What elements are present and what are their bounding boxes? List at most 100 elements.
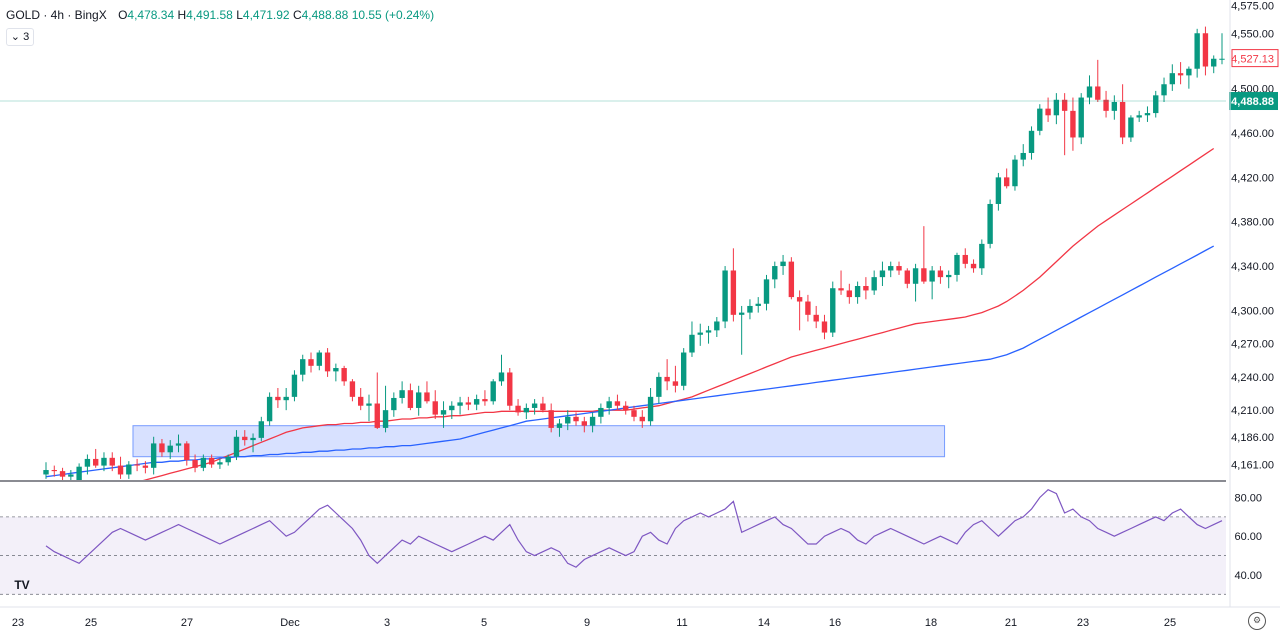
candle-body <box>738 312 745 315</box>
candle <box>821 314 828 340</box>
candle-body <box>258 421 265 438</box>
indicators-toggle-button[interactable]: ⌄ 3 <box>6 28 34 46</box>
candle-body <box>308 359 314 366</box>
candle-body <box>1020 152 1026 160</box>
candle-body <box>838 288 844 291</box>
price-axis-label: 4,186.00 <box>1231 432 1274 444</box>
candle-body <box>639 416 645 422</box>
high-prefix: H <box>177 8 187 22</box>
candle-body <box>581 421 588 426</box>
candle-body <box>863 286 869 291</box>
candle <box>1103 90 1109 118</box>
candle-body <box>200 457 207 468</box>
candle <box>1070 97 1076 151</box>
candle-body <box>1103 99 1109 111</box>
current-price-tag <box>1231 49 1279 68</box>
candle <box>697 323 703 346</box>
candle-body <box>507 372 513 406</box>
candle <box>796 290 803 331</box>
candle <box>1177 62 1184 85</box>
candle <box>366 394 372 422</box>
candle <box>598 403 604 424</box>
candle <box>192 454 198 473</box>
price-axis-label: 4,300.00 <box>1231 305 1274 317</box>
candle <box>43 462 49 479</box>
candle <box>979 239 985 275</box>
candle <box>540 396 546 413</box>
candle-body <box>349 381 356 397</box>
candle-body <box>1070 110 1076 138</box>
candle-body <box>1095 86 1101 100</box>
candle-body <box>1037 108 1043 131</box>
candle-body <box>333 368 339 372</box>
candle-body <box>755 303 761 306</box>
candle-body <box>854 286 861 298</box>
candle-body <box>846 290 853 298</box>
symbol-title[interactable]: GOLD · 4h · BingX <box>6 8 107 22</box>
candle-body <box>921 268 927 282</box>
rsi-layer <box>0 488 1226 595</box>
candle <box>912 263 919 302</box>
candle-body <box>84 458 91 467</box>
candle-body <box>722 270 728 322</box>
candle <box>639 410 645 428</box>
candle-body <box>1161 84 1167 96</box>
candle-body <box>821 321 828 333</box>
candle-body <box>324 352 331 372</box>
candle-body <box>937 270 944 278</box>
candle <box>200 454 207 472</box>
rsi-axis-label: 40.00 <box>1234 570 1262 582</box>
candle-body <box>689 334 695 353</box>
rsi-axis-label: 80.00 <box>1234 492 1262 504</box>
candle <box>1020 144 1026 167</box>
candle-body <box>1136 115 1142 118</box>
candle <box>167 440 173 459</box>
tradingview-logo[interactable]: TV <box>14 578 30 592</box>
candle-body <box>225 456 231 463</box>
candle-body <box>43 470 49 475</box>
close-prefix: C <box>292 8 302 22</box>
candle-body <box>341 368 347 382</box>
candle <box>523 403 530 420</box>
candle-body <box>747 305 753 313</box>
price-axis-label: 4,240.00 <box>1231 372 1274 384</box>
candle-body <box>51 470 57 472</box>
candle <box>813 305 819 329</box>
rsi-line <box>45 488 1223 568</box>
candle <box>283 387 289 411</box>
candle-body <box>407 390 414 408</box>
candle-body <box>432 401 438 415</box>
price-axis-label: 4,340.00 <box>1231 261 1274 273</box>
candle <box>1202 26 1209 76</box>
time-axis-label: 16 <box>829 617 841 629</box>
candle-body <box>730 270 737 315</box>
candle <box>1119 84 1126 145</box>
gear-icon[interactable]: ⚙ <box>1248 612 1266 630</box>
candle <box>738 305 745 355</box>
candle-body <box>233 436 240 457</box>
candle-body <box>1186 68 1192 76</box>
candle <box>217 458 223 469</box>
candle-body <box>68 474 74 477</box>
candle <box>507 368 513 411</box>
candle <box>614 394 621 411</box>
candle <box>1078 93 1084 145</box>
candle <box>1128 115 1134 142</box>
candle <box>324 348 331 377</box>
candle <box>233 430 240 461</box>
price-axis-label: 4,380.00 <box>1231 217 1274 229</box>
candle <box>896 261 902 275</box>
candle <box>101 452 107 472</box>
candle-body <box>208 457 215 465</box>
time-axis-label: 18 <box>925 617 937 629</box>
candle <box>680 348 687 391</box>
candle <box>987 199 993 249</box>
candle-body <box>126 464 132 475</box>
candle <box>407 383 414 411</box>
moving-average-layer <box>45 147 1215 480</box>
candle <box>904 268 910 289</box>
price-axis-label: 4,575.00 <box>1231 1 1274 13</box>
candle-body <box>59 471 66 477</box>
